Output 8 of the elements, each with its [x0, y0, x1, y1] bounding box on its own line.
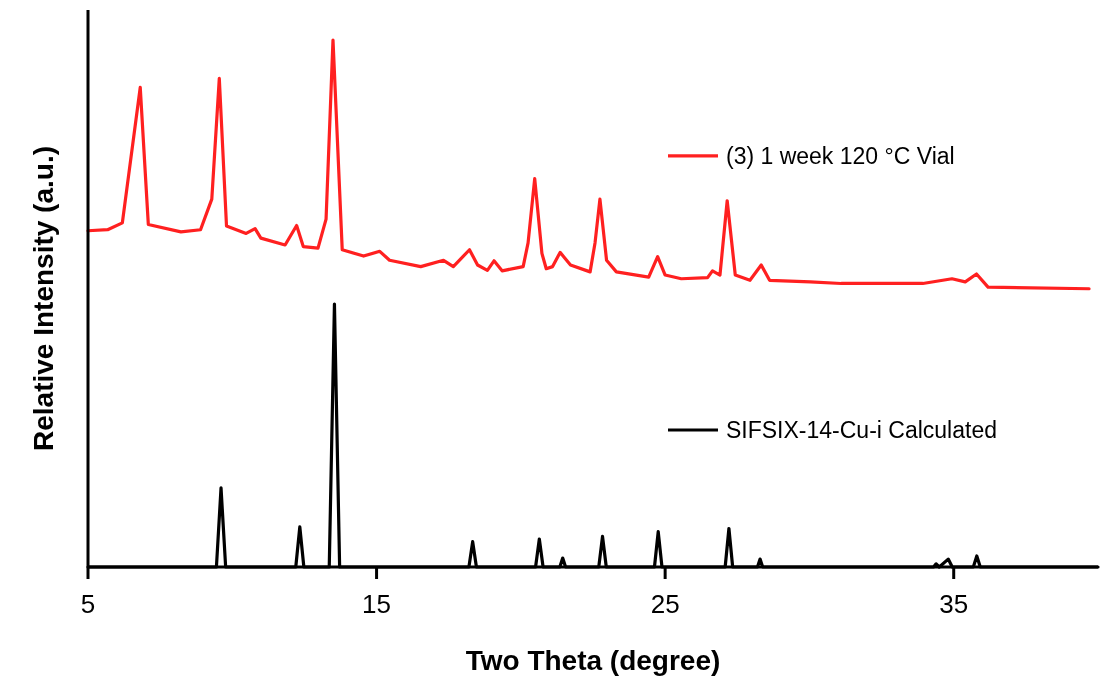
x-tick-label: 5: [80, 589, 96, 619]
x-tick-label: 25: [650, 589, 680, 619]
legend-label: (3) 1 week 120 °C Vial: [726, 142, 955, 169]
x-tick-label: 35: [939, 589, 969, 619]
x-tick-label: 15: [362, 589, 392, 619]
y-axis-title: Relative Intensity (a.u.): [28, 146, 59, 451]
legend-label: SIFSIX-14-Cu-i Calculated: [726, 416, 997, 443]
x-axis-title: Two Theta (degree): [465, 645, 721, 676]
